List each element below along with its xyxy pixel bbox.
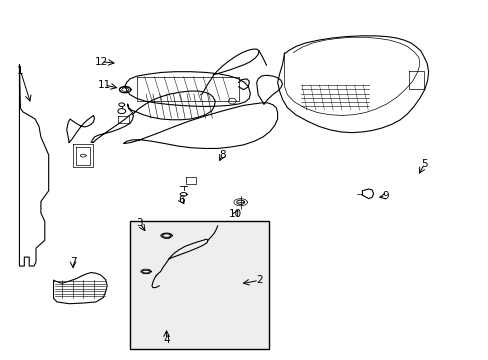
Text: 7: 7 [70, 257, 76, 267]
Text: 10: 10 [229, 209, 242, 219]
Text: 2: 2 [255, 275, 262, 285]
Text: 4: 4 [163, 334, 169, 345]
Text: 12: 12 [95, 57, 108, 67]
Text: 9: 9 [382, 191, 388, 201]
Text: 11: 11 [98, 80, 111, 90]
Text: 1: 1 [17, 66, 24, 76]
Text: 5: 5 [421, 159, 427, 169]
Text: 3: 3 [136, 218, 143, 228]
Text: 6: 6 [178, 195, 184, 205]
Text: 8: 8 [219, 150, 225, 160]
FancyBboxPatch shape [130, 221, 268, 348]
